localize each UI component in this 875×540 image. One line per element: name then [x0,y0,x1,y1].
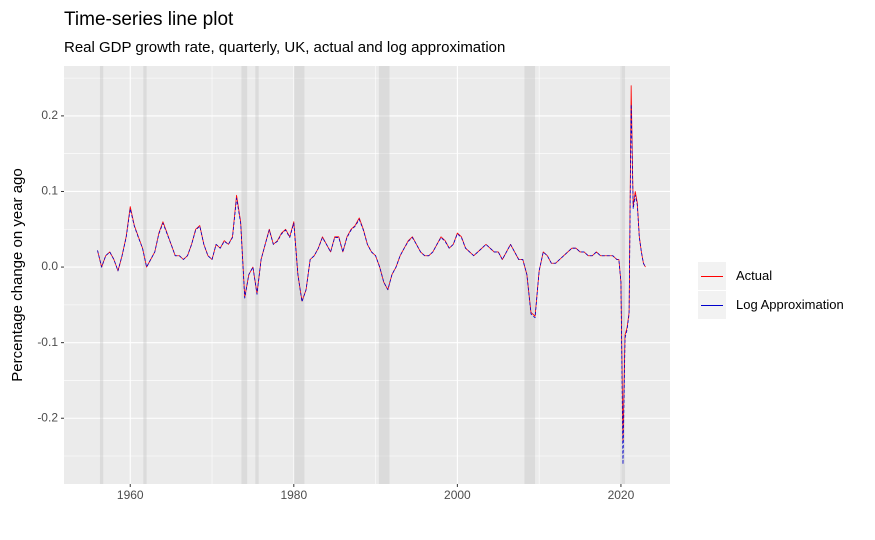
chart-subtitle: Real GDP growth rate, quarterly, UK, act… [64,39,505,56]
shaded-period [378,66,390,484]
y-tick-label: 0.2 [41,108,58,122]
y-tick-label: -0.2 [37,410,58,424]
shaded-period [524,66,536,484]
x-tick-label: 1980 [280,488,307,502]
legend-text: Log Approximation [736,297,844,312]
series-line [97,104,646,465]
shaded-period [255,66,259,484]
shaded-period [293,66,305,484]
plot-panel [64,66,670,484]
shaded-period [620,66,626,484]
y-axis-title: Percentage change on year ago [9,168,26,382]
y-tick-label: -0.1 [37,335,58,349]
x-tick-label: 2000 [444,488,471,502]
y-tick-label: 0.1 [41,184,58,198]
chart-title: Time-series line plot [64,9,234,30]
legend-text: Actual [736,268,772,283]
shaded-period [99,66,104,484]
x-tick-label: 1960 [117,488,144,502]
x-tick-label: 2020 [608,488,635,502]
y-tick-label: 0.0 [41,259,58,273]
shaded-period [143,66,147,484]
shaded-period [241,66,248,484]
